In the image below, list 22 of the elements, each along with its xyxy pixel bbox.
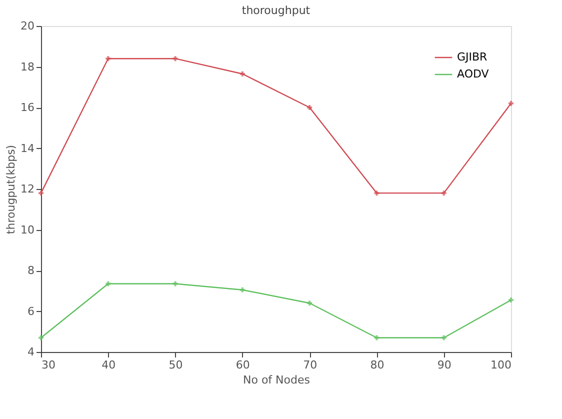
x-tick-label: 90 [437,358,452,372]
y-tick-label: 14 [20,142,34,155]
y-tick-label: 6 [28,304,34,318]
y-tick-label: 16 [20,101,34,114]
y-tick-label: 12 [20,182,34,196]
y-tick-label: 4 [28,346,34,358]
x-axis-title: No of Nodes [243,374,310,386]
y-tick-label: 18 [20,60,34,74]
x-tick-label: 70 [303,358,318,372]
x-tick-label: 80 [370,358,384,372]
legend-label: GJIBR [457,50,488,64]
x-tick-label: 100 [490,358,512,372]
y-axis-title: througput(kbps) [4,144,18,234]
y-tick-label: 10 [20,223,34,236]
y-tick-label: 20 [20,20,34,32]
x-tick-label: 50 [168,358,183,372]
legend-label: AODV [457,68,490,80]
x-tick-label: 30 [42,358,56,372]
y-tick-label: 8 [28,264,34,277]
chart-title: thoroughput [242,4,311,17]
x-tick-label: 60 [236,358,250,372]
x-tick-label: 40 [102,358,116,372]
